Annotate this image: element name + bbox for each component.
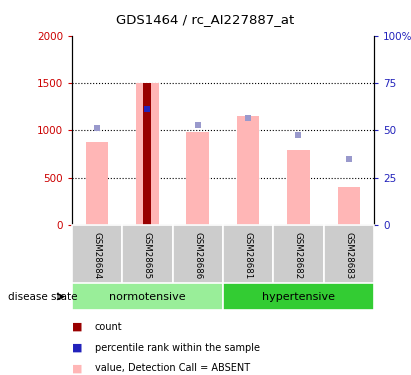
Text: count: count: [95, 322, 122, 332]
Bar: [323, 225, 374, 283]
Text: ■: ■: [72, 343, 83, 352]
Text: normotensive: normotensive: [109, 292, 186, 302]
Text: disease state: disease state: [8, 292, 78, 302]
Text: ■: ■: [72, 322, 83, 332]
Bar: [173, 225, 223, 283]
Text: GSM28685: GSM28685: [143, 232, 152, 279]
Point: [94, 125, 100, 131]
Bar: [273, 225, 323, 283]
Bar: [143, 83, 151, 225]
Text: GSM28684: GSM28684: [92, 232, 102, 279]
Bar: [223, 283, 374, 310]
Bar: [72, 283, 223, 310]
Point: [245, 115, 252, 121]
Bar: [237, 116, 259, 225]
Text: GSM28683: GSM28683: [344, 232, 353, 279]
Bar: [136, 83, 159, 225]
Text: value, Detection Call = ABSENT: value, Detection Call = ABSENT: [95, 363, 249, 373]
Bar: [72, 225, 122, 283]
Text: hypertensive: hypertensive: [262, 292, 335, 302]
Point: [194, 122, 201, 128]
Bar: [122, 225, 173, 283]
Bar: [337, 187, 360, 225]
Bar: [187, 132, 209, 225]
Text: GSM28682: GSM28682: [294, 232, 303, 279]
Point: [346, 156, 352, 162]
Bar: [86, 142, 109, 225]
Bar: [287, 150, 310, 225]
Point: [295, 132, 302, 138]
Text: ■: ■: [72, 363, 83, 373]
Text: GSM28686: GSM28686: [193, 232, 202, 279]
Point: [144, 106, 151, 112]
Text: GDS1464 / rc_AI227887_at: GDS1464 / rc_AI227887_at: [116, 13, 295, 26]
Bar: [223, 225, 273, 283]
Text: percentile rank within the sample: percentile rank within the sample: [95, 343, 259, 352]
Text: GSM28681: GSM28681: [244, 232, 253, 279]
